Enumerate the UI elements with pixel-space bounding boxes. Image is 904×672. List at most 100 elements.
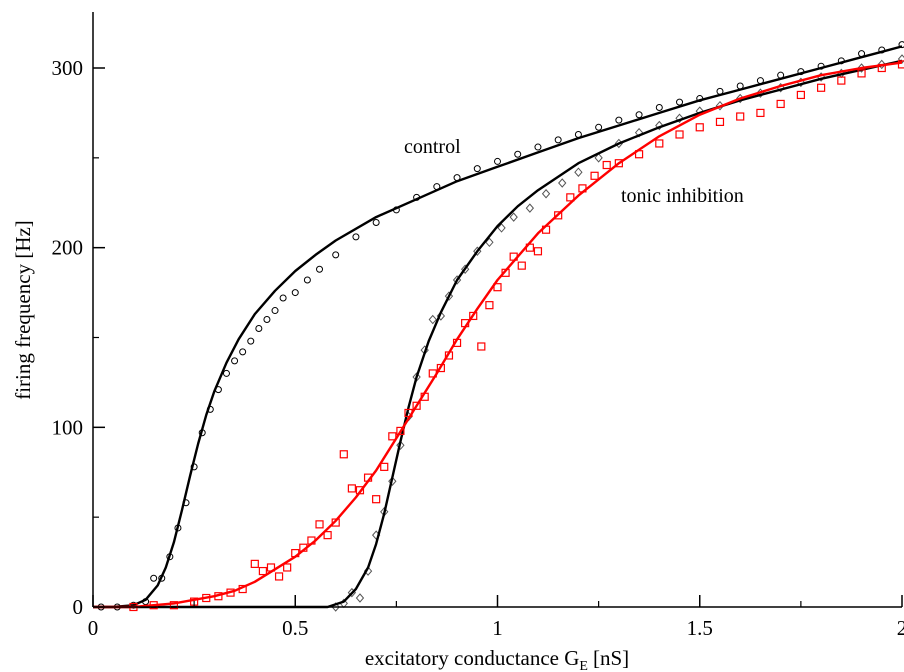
- data-point: [756, 108, 765, 118]
- y-tick-label: 0: [73, 595, 84, 619]
- annotation-tonic-inhibition: tonic inhibition: [621, 185, 744, 207]
- data-point: [877, 59, 886, 70]
- data-point: [339, 450, 348, 459]
- data-point: [388, 476, 397, 486]
- y-tick-label: 300: [52, 56, 84, 80]
- data-point: [534, 143, 542, 151]
- x-tick-label: 1.5: [687, 616, 713, 640]
- data-point: [514, 150, 522, 158]
- data-point: [675, 130, 684, 139]
- fit-line: [93, 61, 903, 609]
- data-point: [303, 276, 311, 284]
- data-point: [635, 111, 643, 119]
- x-tick-label: 1: [492, 616, 503, 640]
- data-point: [655, 104, 663, 112]
- series-2: [93, 60, 904, 612]
- y-axis-label: firing frequency [Hz]: [11, 220, 35, 400]
- y-tick-label: 100: [52, 415, 84, 439]
- y-tick-label: 200: [52, 236, 84, 260]
- data-point: [615, 116, 623, 124]
- data-point: [247, 337, 255, 345]
- data-point: [676, 98, 684, 106]
- x-axis-label-main: excitatory conductance G: [365, 646, 580, 670]
- data-point: [509, 212, 518, 222]
- data-point: [897, 60, 904, 69]
- series-layer: [93, 41, 904, 612]
- data-point: [485, 301, 494, 310]
- data-point: [352, 233, 360, 241]
- data-point: [494, 157, 501, 165]
- data-point: [493, 283, 502, 292]
- data-point: [533, 247, 543, 256]
- data-point: [271, 307, 279, 315]
- data-point: [525, 203, 535, 213]
- data-point: [594, 153, 603, 163]
- data-point: [469, 311, 478, 321]
- data-point: [517, 261, 526, 270]
- x-tick-label: 0.5: [282, 616, 308, 640]
- data-point: [558, 178, 567, 188]
- data-point: [857, 69, 866, 78]
- data-point: [396, 426, 405, 436]
- data-point: [428, 314, 437, 325]
- data-point: [566, 193, 575, 202]
- data-point: [477, 342, 486, 351]
- data-point: [283, 563, 292, 572]
- data-point: [554, 211, 563, 220]
- data-point: [316, 265, 324, 273]
- data-point: [222, 369, 230, 377]
- data-point: [736, 112, 745, 121]
- data-point: [796, 90, 805, 100]
- x-axis-label-sub: E: [579, 659, 588, 672]
- data-point: [776, 99, 785, 109]
- data-point: [388, 432, 397, 441]
- data-point: [444, 291, 454, 301]
- data-point: [675, 113, 684, 124]
- data-point: [150, 574, 158, 582]
- data-point: [323, 531, 332, 540]
- data-point: [602, 160, 611, 170]
- data-point: [614, 159, 623, 168]
- data-point: [169, 601, 178, 610]
- data-point: [279, 294, 287, 302]
- data-point: [380, 462, 389, 471]
- series-0: [93, 41, 904, 611]
- data-point: [396, 440, 405, 451]
- data-point: [258, 566, 267, 576]
- data-point: [412, 401, 421, 410]
- data-point: [372, 495, 381, 504]
- data-point: [315, 520, 324, 529]
- data-point: [263, 316, 271, 324]
- tick-layer: 0 0.5 1 1.5 2 0 100 200 300: [52, 56, 904, 640]
- data-point: [460, 264, 470, 274]
- data-point: [274, 572, 284, 581]
- data-point: [837, 76, 846, 85]
- data-point: [541, 189, 551, 199]
- x-tick-label: 0: [88, 616, 99, 640]
- data-point: [473, 165, 481, 173]
- fit-line: [93, 59, 903, 609]
- data-point: [590, 171, 599, 180]
- data-point: [574, 167, 583, 177]
- data-point: [595, 123, 603, 131]
- data-point: [250, 559, 259, 568]
- data-point: [436, 311, 446, 321]
- data-point: [231, 357, 239, 365]
- data-point: [355, 593, 365, 603]
- fit-line: [93, 45, 903, 609]
- x-axis-label-unit: [nS]: [593, 646, 629, 670]
- data-point: [655, 139, 664, 148]
- data-point: [239, 348, 247, 356]
- data-point: [554, 136, 562, 144]
- data-point: [655, 120, 664, 131]
- x-tick-label: 2: [897, 616, 904, 640]
- data-point: [347, 484, 356, 493]
- data-point: [497, 223, 506, 233]
- annotation-control: control: [404, 136, 461, 158]
- data-point: [695, 123, 704, 132]
- data-point: [332, 251, 340, 259]
- data-point: [372, 219, 380, 227]
- data-point: [816, 83, 826, 92]
- x-axis-label: excitatory conductance GE [nS]: [365, 646, 629, 672]
